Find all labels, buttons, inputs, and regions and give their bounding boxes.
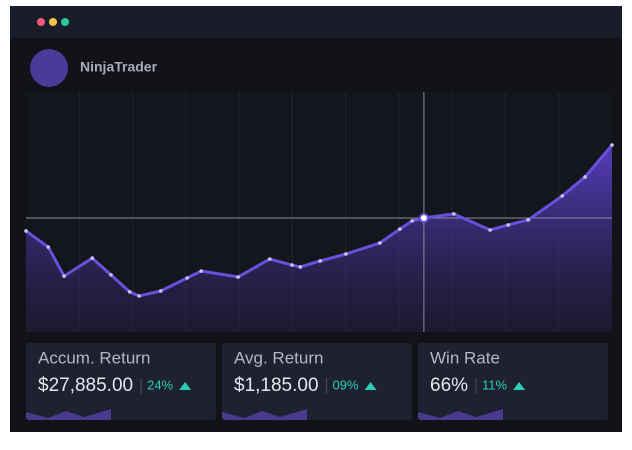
minimize-button[interactable] bbox=[49, 18, 57, 26]
point bbox=[185, 276, 189, 280]
point bbox=[90, 256, 95, 260]
stat-card: Win Rate 66% 11% bbox=[418, 343, 608, 420]
app-name: NinjaTrader bbox=[80, 59, 158, 75]
stat-value: $27,885.00 bbox=[38, 375, 133, 396]
point bbox=[236, 275, 240, 279]
trend-arrow bbox=[513, 382, 526, 390]
point bbox=[506, 223, 511, 227]
trend-arrow bbox=[364, 382, 377, 390]
stat-change: 11% bbox=[482, 377, 507, 392]
avatar bbox=[30, 49, 68, 87]
title-bar bbox=[10, 6, 622, 38]
close-button[interactable] bbox=[37, 18, 45, 26]
point bbox=[24, 229, 28, 233]
maximize-button[interactable] bbox=[61, 18, 69, 26]
point bbox=[199, 269, 204, 273]
card-background bbox=[222, 343, 412, 420]
point bbox=[560, 194, 564, 198]
point bbox=[410, 219, 414, 223]
sparkline bbox=[222, 409, 307, 420]
point bbox=[451, 212, 456, 216]
point bbox=[398, 227, 402, 231]
point bbox=[290, 263, 294, 267]
point bbox=[127, 290, 132, 294]
point bbox=[298, 265, 303, 269]
point bbox=[62, 274, 66, 278]
stat-value: 66% bbox=[430, 375, 468, 396]
point bbox=[158, 289, 163, 293]
point bbox=[488, 228, 492, 232]
highlight-point bbox=[418, 213, 429, 223]
point bbox=[610, 143, 614, 147]
stat-card: Accum. Return $27,885.00 24% bbox=[26, 343, 216, 420]
stat-label: Win Rate bbox=[430, 348, 500, 367]
stat-label: Accum. Return bbox=[38, 348, 150, 367]
sparkline bbox=[26, 409, 111, 420]
sparkline bbox=[418, 409, 503, 420]
stat-change: 24% bbox=[147, 377, 173, 392]
stat-label: Avg. Return bbox=[234, 348, 323, 367]
card-background bbox=[26, 343, 216, 420]
stat-card: Avg. Return $1,185.00 09% bbox=[222, 343, 412, 420]
point bbox=[109, 273, 113, 277]
stat-change: 09% bbox=[333, 377, 359, 392]
point bbox=[526, 218, 531, 222]
stat-value: $1,185.00 bbox=[234, 375, 319, 396]
point bbox=[137, 294, 141, 298]
point bbox=[267, 257, 272, 261]
trend-arrow bbox=[179, 382, 192, 390]
card-background bbox=[418, 343, 608, 420]
point bbox=[318, 259, 322, 263]
point bbox=[378, 241, 382, 245]
point bbox=[344, 252, 348, 256]
point bbox=[583, 175, 587, 179]
point bbox=[46, 245, 51, 249]
